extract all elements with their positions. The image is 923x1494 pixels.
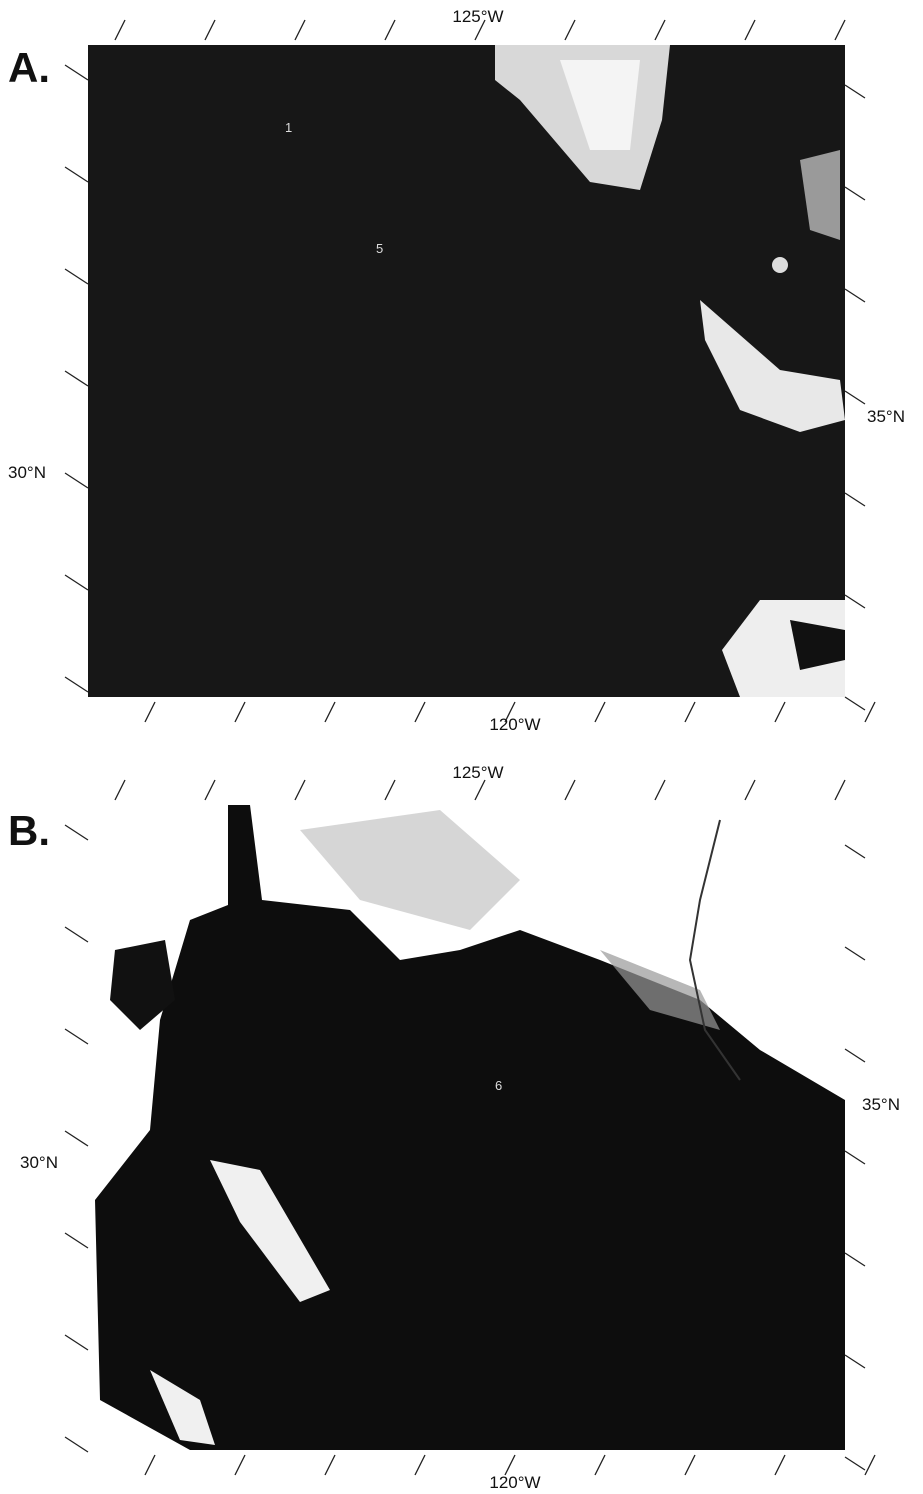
tick	[145, 1455, 155, 1475]
bottom-label: 120°W	[489, 715, 540, 734]
tick	[845, 697, 865, 710]
top-label: 125°W	[452, 7, 503, 26]
marker-label: 6	[495, 1078, 502, 1093]
tick	[865, 1455, 875, 1475]
tick	[205, 780, 215, 800]
tick	[845, 289, 865, 302]
tick	[505, 1455, 515, 1475]
marker-label: 1	[285, 120, 292, 135]
panel-label: A.	[8, 44, 50, 91]
tick	[295, 780, 305, 800]
tick	[65, 473, 88, 488]
tick	[655, 780, 665, 800]
tick	[845, 947, 865, 960]
panel-b-image	[95, 805, 845, 1450]
tick	[65, 927, 88, 942]
tick	[845, 1049, 865, 1062]
tick	[65, 65, 88, 80]
tick	[745, 20, 755, 40]
tick	[295, 20, 305, 40]
right-label: 35°N	[867, 407, 905, 426]
tick	[235, 1455, 245, 1475]
tick	[845, 845, 865, 858]
tick	[775, 702, 785, 722]
tick	[325, 702, 335, 722]
tick	[65, 1437, 88, 1452]
tick	[845, 1355, 865, 1368]
bottom-label: 120°W	[489, 1473, 540, 1492]
right-label: 35°N	[862, 1095, 900, 1114]
tick	[845, 187, 865, 200]
top-label: 125°W	[452, 763, 503, 782]
tick	[595, 1455, 605, 1475]
marker-label: 5	[376, 241, 383, 256]
tick	[745, 780, 755, 800]
tick	[845, 595, 865, 608]
tick	[65, 1233, 88, 1248]
panel-a-image	[88, 45, 845, 697]
panel-label: B.	[8, 807, 50, 854]
tick	[65, 269, 88, 284]
tick	[565, 20, 575, 40]
tick	[115, 780, 125, 800]
tick	[845, 391, 865, 404]
tick	[65, 825, 88, 840]
tick	[655, 20, 665, 40]
tick	[775, 1455, 785, 1475]
tick	[65, 1335, 88, 1350]
tick	[595, 702, 605, 722]
tick	[685, 1455, 695, 1475]
tick	[835, 20, 845, 40]
tick	[235, 702, 245, 722]
tick	[685, 702, 695, 722]
left-label: 30°N	[8, 463, 46, 482]
tick	[415, 1455, 425, 1475]
tick	[415, 702, 425, 722]
tick	[565, 780, 575, 800]
tick	[845, 1253, 865, 1266]
tick	[845, 493, 865, 506]
figure: A. 125°W 120°W 30°N 35°N 1 5 B. 125°W 12…	[0, 0, 923, 1494]
tick	[835, 780, 845, 800]
tick	[475, 780, 485, 800]
tick	[65, 677, 88, 692]
left-label: 30°N	[20, 1153, 58, 1172]
tick	[385, 780, 395, 800]
tick	[845, 1457, 865, 1470]
tick	[325, 1455, 335, 1475]
tick	[205, 20, 215, 40]
tick	[65, 1131, 88, 1146]
tick	[865, 702, 875, 722]
tick	[385, 20, 395, 40]
tick	[115, 20, 125, 40]
tick	[65, 371, 88, 386]
tick	[65, 1029, 88, 1044]
tick	[65, 575, 88, 590]
tick	[845, 85, 865, 98]
tick	[145, 702, 155, 722]
tick	[845, 1151, 865, 1164]
tick	[65, 167, 88, 182]
